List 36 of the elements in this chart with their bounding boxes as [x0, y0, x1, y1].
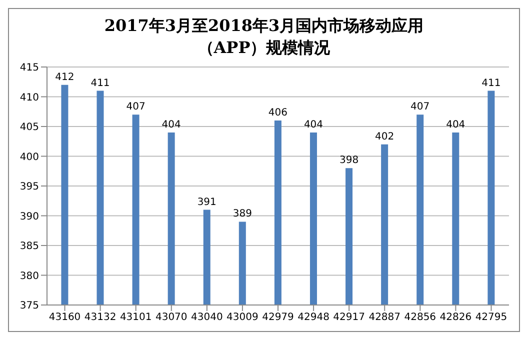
- data-label: 406: [268, 108, 288, 119]
- y-tick-label: 375: [20, 300, 39, 312]
- x-tick-label: 42979: [262, 312, 294, 324]
- x-tick-label: 43132: [84, 312, 116, 324]
- x-tick-label: 43070: [155, 312, 188, 324]
- data-label: 411: [482, 78, 501, 89]
- y-tick-label: 405: [20, 122, 39, 134]
- x-tick-label: 43101: [120, 312, 152, 324]
- x-tick-label: 43040: [191, 312, 223, 324]
- y-tick-label: 400: [20, 152, 39, 163]
- x-tick-label: 43009: [226, 312, 258, 324]
- data-label: 407: [410, 102, 430, 113]
- y-tick-label: 415: [20, 62, 39, 74]
- data-label: 412: [55, 72, 74, 83]
- data-label: 404: [304, 119, 324, 130]
- x-tick-label: 42856: [404, 312, 436, 324]
- data-label: 404: [162, 119, 181, 130]
- chart-title: 2017年3月至2018年3月国内市场移动应用（APP）规模情况: [103, 15, 425, 59]
- x-tick-label: 42948: [298, 312, 330, 324]
- y-tick-label: 395: [20, 182, 39, 193]
- data-label: 398: [339, 155, 359, 166]
- y-tick-label: 410: [20, 92, 39, 104]
- data-label: 389: [232, 208, 252, 220]
- data-label: 404: [446, 119, 466, 130]
- x-tick-label: 42795: [475, 312, 508, 324]
- data-label: 411: [90, 78, 110, 89]
- x-tick-label: 42826: [440, 312, 472, 324]
- x-tick-label: 42887: [368, 312, 401, 324]
- x-tick-label: 42917: [333, 312, 365, 324]
- y-tick-label: 380: [20, 270, 39, 282]
- y-tick-label: 385: [20, 241, 39, 252]
- data-label: 407: [126, 102, 146, 113]
- data-label: 402: [375, 131, 394, 142]
- data-label: 391: [197, 196, 216, 208]
- x-tick-label: 43160: [48, 312, 81, 324]
- y-tick-label: 390: [20, 211, 39, 222]
